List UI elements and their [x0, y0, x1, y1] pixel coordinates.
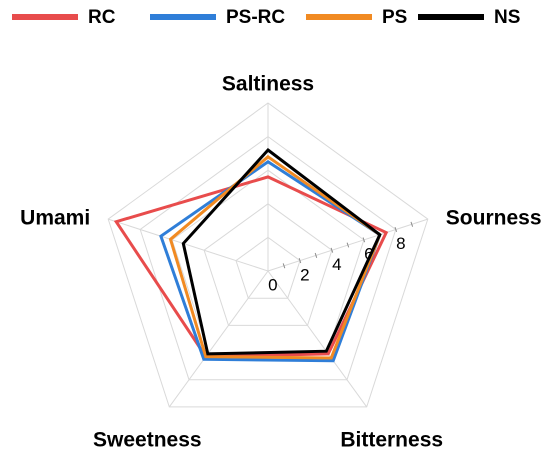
radar-series [116, 150, 386, 361]
axis-label-sweetness: Sweetness [93, 428, 202, 451]
tick-label-2: 2 [300, 265, 309, 284]
legend-label-ps: PS [382, 7, 407, 28]
legend-label-rc: RC [88, 7, 116, 28]
axis-label-umami: Umami [20, 207, 90, 230]
legend-item-ns: NS [418, 7, 520, 28]
legend: RC PS-RC PS NS [12, 7, 520, 28]
tick-label-8: 8 [396, 234, 405, 253]
tick-label-0: 0 [268, 276, 277, 295]
spoke-sweetness [169, 271, 268, 407]
legend-label-ps-rc: PS-RC [226, 7, 285, 28]
legend-label-ns: NS [494, 7, 520, 28]
spoke-bitterness [268, 271, 367, 407]
axis-labels: Saltiness Sourness Bitterness Sweetness Umam… [20, 73, 541, 451]
legend-item-rc: RC [12, 7, 116, 28]
tick-label-4: 4 [332, 255, 341, 274]
axis-label-bitterness: Bitterness [340, 428, 443, 451]
axis-label-saltiness: Saltiness [222, 73, 314, 96]
legend-item-ps: PS [306, 7, 407, 28]
series-ps-rc [161, 162, 380, 361]
legend-item-ps-rc: PS-RC [150, 7, 285, 28]
axis-label-sourness: Sourness [446, 207, 542, 230]
